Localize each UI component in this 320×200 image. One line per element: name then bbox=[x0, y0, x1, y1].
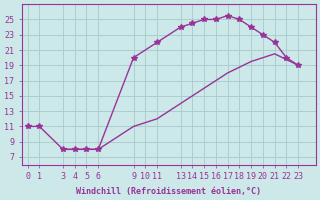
X-axis label: Windchill (Refroidissement éolien,°C): Windchill (Refroidissement éolien,°C) bbox=[76, 187, 261, 196]
